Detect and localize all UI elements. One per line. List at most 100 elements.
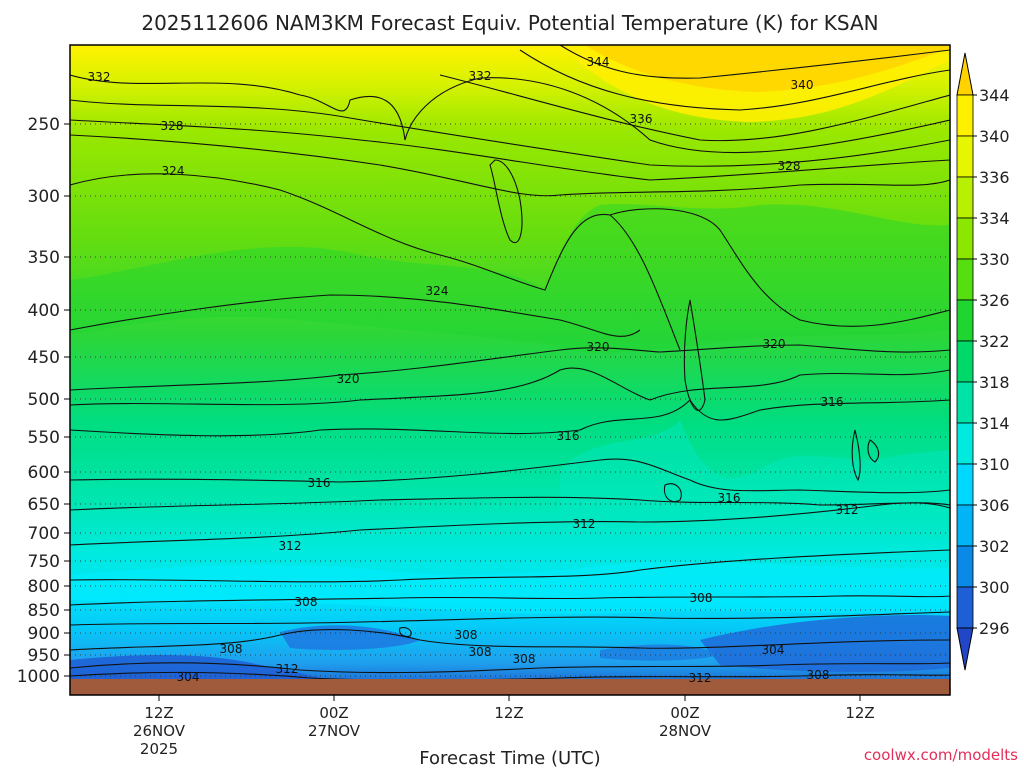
contour-324 [70, 173, 681, 351]
x-tick-label: 12Z [494, 704, 523, 722]
contour-label: 340 [791, 78, 814, 92]
y-tick-label: 800 [28, 577, 60, 597]
contour-label: 308 [469, 645, 492, 659]
colorbar-label: 322 [979, 332, 1010, 351]
contour-label: 312 [279, 539, 302, 553]
contour-318 [70, 367, 950, 406]
colorbar-swatch [956, 545, 974, 588]
contour-label: 316 [308, 476, 331, 490]
contour-label: 320 [337, 372, 360, 386]
contour-320 [70, 344, 950, 391]
colorbar-swatch [956, 422, 974, 465]
contour-label: 332 [469, 69, 492, 83]
contour-label: 312 [276, 662, 299, 676]
x-tick-labels: 12Z 26NOV 2025 00Z 27NOV 12Z 00Z 28NOV 1… [133, 704, 875, 758]
bl-pool-right [700, 615, 950, 672]
contour-blob-2 [867, 439, 880, 463]
contour-spike-mid [683, 299, 706, 411]
contour-label: 304 [762, 643, 785, 657]
terrain-strip [70, 679, 950, 695]
y-tick-label: 600 [28, 463, 60, 483]
contour-label: 344 [587, 55, 610, 69]
contour-label: 312 [573, 517, 596, 531]
contour-326 [70, 134, 950, 197]
colorbar-label: 306 [979, 496, 1010, 515]
credit-text: coolwx.com/modelts [864, 746, 1018, 764]
bl-pool-right2 [600, 644, 720, 661]
contour-label: 336 [630, 112, 653, 126]
contour-336 [439, 74, 950, 142]
contour-304 [70, 629, 950, 651]
x-tick-label: 12Z [845, 704, 874, 722]
contour-330 [70, 99, 950, 167]
colorbar-swatch [956, 381, 974, 424]
contour-label: 332 [88, 70, 111, 84]
colorbar-label: 334 [979, 209, 1010, 228]
colorbar-label: 340 [979, 127, 1010, 146]
contour-label: 320 [763, 337, 786, 351]
contour-bl-2 [70, 671, 950, 681]
contour-label: 308 [455, 628, 478, 642]
y-tick-label: 850 [28, 601, 60, 621]
colorbar-swatch [956, 135, 974, 178]
colorbar-swatch [956, 299, 974, 342]
contour-label: 316 [718, 491, 741, 505]
contour-306 [70, 611, 950, 626]
contour-344 [559, 45, 950, 79]
contour-label: 316 [821, 395, 844, 409]
colorbar-labels: 344 340 336 334 330 326 322 318 314 310 306 302 300 2… [979, 86, 1010, 638]
contour-label: 316 [557, 429, 580, 443]
contour-trough-left [489, 159, 523, 243]
colorbar-swatch [956, 94, 974, 137]
y-axis [64, 123, 70, 677]
y-tick-label: 900 [28, 624, 60, 644]
contour-322 [609, 208, 950, 327]
contour-332 [70, 74, 950, 154]
x-tick-label: 2025 [140, 740, 178, 758]
colorbar-label: 336 [979, 168, 1010, 187]
contour-308 [70, 595, 950, 606]
y-tick-label: 1000 [17, 667, 60, 687]
colorbar-swatch [956, 586, 974, 629]
contour-label: 312 [689, 671, 712, 685]
contour-312 [70, 502, 950, 546]
contour-label: 328 [161, 119, 184, 133]
x-axis-label: Forecast Time (UTC) [419, 748, 600, 768]
x-tick-label: 26NOV [133, 722, 186, 740]
colorbar-swatch [956, 217, 974, 260]
y-tick-label: 300 [28, 187, 60, 207]
chart-title: 2025112606 NAM3KM Forecast Equiv. Potent… [141, 11, 878, 35]
colorbar-arrow-top [956, 52, 974, 96]
contour-314 [70, 496, 950, 511]
plot-frame [69, 44, 951, 696]
colorbar-label: 344 [979, 86, 1010, 105]
y-tick-label: 750 [28, 552, 60, 572]
y-tick-label: 700 [28, 524, 60, 544]
contour-label: 308 [295, 595, 318, 609]
colorbar-label: 310 [979, 455, 1010, 474]
contour-310 [70, 549, 950, 583]
contour-label-layer: 344 340 336 332 332 328 328 324 324 320 … [88, 55, 859, 685]
contour-blob-3 [399, 627, 412, 638]
contour-label: 324 [162, 164, 185, 178]
contour-label: 320 [587, 340, 610, 354]
y-tick-label: 450 [28, 348, 60, 368]
contour-328 [70, 119, 950, 181]
colorbar [956, 52, 977, 671]
y-tick-label: 950 [28, 646, 60, 666]
colorbar-swatch [956, 176, 974, 219]
low-cyan-band [70, 561, 950, 615]
x-tick-label: 00Z [670, 704, 699, 722]
contour-label: 308 [690, 591, 713, 605]
x-tick-label: 12Z [144, 704, 173, 722]
contour-label: 324 [426, 284, 449, 298]
x-tick-label: 28NOV [659, 722, 712, 740]
y-tick-label: 550 [28, 428, 60, 448]
x-tick-label: 27NOV [308, 722, 361, 740]
colorbar-swatch [956, 340, 974, 383]
contour-label: 308 [807, 668, 830, 682]
contour-label: 328 [778, 159, 801, 173]
colorbar-swatch [956, 258, 974, 301]
colorbar-label: 302 [979, 537, 1010, 556]
colorbar-label: 318 [979, 373, 1010, 392]
